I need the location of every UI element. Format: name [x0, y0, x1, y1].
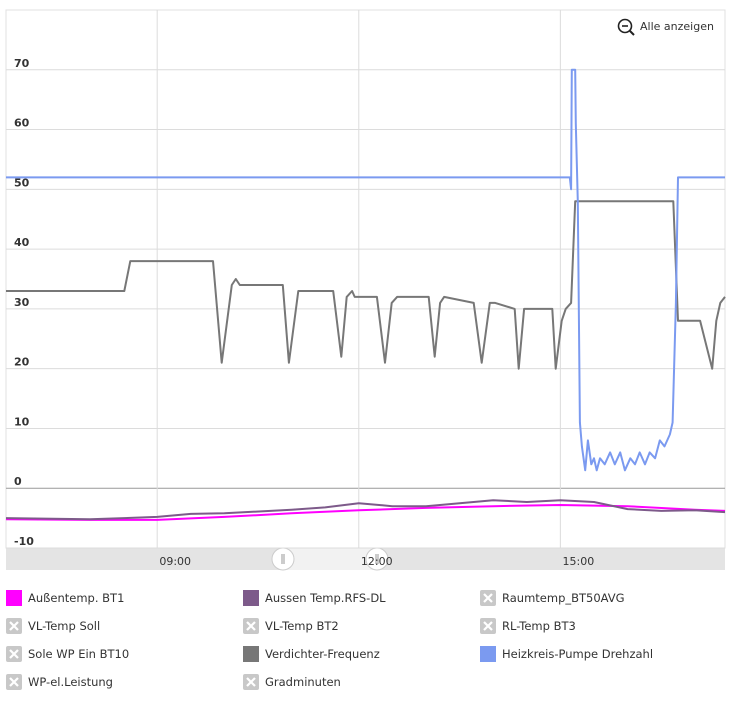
- legend-item[interactable]: Gradminuten: [243, 674, 341, 690]
- reset-zoom-button[interactable]: Alle anzeigen: [617, 18, 714, 36]
- legend-hidden-icon: [9, 649, 19, 659]
- x-tick-label: 12:00: [361, 555, 393, 568]
- legend-item[interactable]: Heizkreis-Pumpe Drehzahl: [480, 646, 653, 662]
- zoom-icon: [629, 30, 635, 36]
- legend-item[interactable]: Sole WP Ein BT10: [6, 646, 129, 662]
- navigator-handle[interactable]: [271, 547, 295, 571]
- legend-label[interactable]: RL-Temp BT3: [502, 619, 576, 633]
- legend-item[interactable]: Aussen Temp.RFS-DL: [243, 590, 386, 606]
- legend-hidden-icon: [483, 621, 493, 631]
- legend-swatch: [243, 646, 259, 662]
- legend-item[interactable]: RL-Temp BT3: [480, 618, 576, 634]
- y-tick-label: 0: [14, 475, 22, 488]
- x-tick-label: 09:00: [159, 555, 191, 568]
- legend-label[interactable]: Heizkreis-Pumpe Drehzahl: [502, 647, 653, 661]
- legend-label[interactable]: WP-el.Leistung: [28, 675, 113, 689]
- legend-label[interactable]: Gradminuten: [265, 675, 341, 689]
- legend-hidden-icon: [9, 621, 19, 631]
- legend-item[interactable]: VL-Temp Soll: [6, 618, 100, 634]
- zoom-icon: [617, 18, 633, 34]
- series-line: [6, 200, 726, 370]
- y-tick-label: -10: [14, 535, 34, 548]
- series-line: [6, 68, 725, 472]
- legend-swatch: [480, 646, 496, 662]
- legend-label[interactable]: Raumtemp_BT50AVG: [502, 591, 625, 605]
- legend-hidden-icon: [483, 593, 493, 603]
- y-tick-label: 70: [14, 57, 30, 70]
- x-tick-label: 15:00: [563, 555, 595, 568]
- y-tick-label: 60: [14, 117, 30, 130]
- plot-frame: [5, 9, 726, 549]
- legend-label[interactable]: Außentemp. BT1: [28, 591, 124, 605]
- legend-hidden-icon: [246, 621, 256, 631]
- legend-hidden-icon: [9, 677, 19, 687]
- legend-item[interactable]: Verdichter-Frequenz: [243, 646, 380, 662]
- grid: [6, 10, 725, 549]
- y-tick-label: 20: [14, 356, 30, 369]
- reset-zoom-label[interactable]: Alle anzeigen: [640, 20, 714, 33]
- legend-item[interactable]: VL-Temp BT2: [243, 618, 339, 634]
- legend-label[interactable]: VL-Temp Soll: [28, 619, 100, 633]
- legend-swatch: [243, 590, 259, 606]
- labels: -10 0 10 20 30 40 50 60 70 09:00 12:00 15:00: [14, 57, 594, 568]
- legend-item[interactable]: Raumtemp_BT50AVG: [480, 590, 625, 606]
- legend-label[interactable]: VL-Temp BT2: [265, 619, 339, 633]
- navigator-window[interactable]: [283, 548, 377, 570]
- plot-lines: [5, 68, 726, 521]
- legend-item[interactable]: Außentemp. BT1: [6, 590, 124, 606]
- legend-label[interactable]: Verdichter-Frequenz: [265, 647, 380, 661]
- legend-label[interactable]: Sole WP Ein BT10: [28, 647, 129, 661]
- y-tick-label: 40: [14, 236, 30, 249]
- y-tick-label: 30: [14, 296, 30, 309]
- legend: Außentemp. BT1 Aussen Temp.RFS-DL Raumtemp…: [6, 590, 653, 690]
- legend-label[interactable]: Aussen Temp.RFS-DL: [265, 591, 386, 605]
- series-line: [5, 499, 726, 521]
- legend-item[interactable]: WP-el.Leistung: [6, 674, 113, 690]
- legend-hidden-icon: [246, 677, 256, 687]
- y-tick-label: 10: [14, 415, 30, 428]
- series-line: [5, 504, 726, 521]
- y-tick-label: 50: [14, 176, 30, 189]
- legend-swatch: [6, 590, 22, 606]
